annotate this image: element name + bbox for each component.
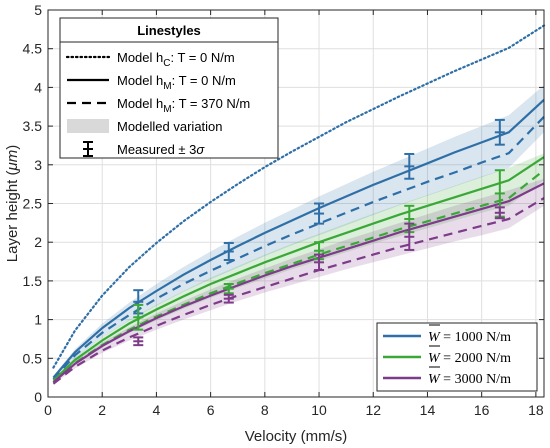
legend-band-sample xyxy=(67,119,109,133)
axis-ticks: 0 2 4 6 8 10 12 14 16 18 0 0.5 1 1.5 2 2.5 3 3.5 4 4.5 5 xyxy=(23,2,544,418)
y-tick-label: 1 xyxy=(34,312,42,328)
y-tick-label: 2 xyxy=(34,234,42,250)
x-tick-label: 4 xyxy=(153,402,161,418)
load-legend-label: W = 3000 N/m xyxy=(428,372,511,387)
load-symbol: W xyxy=(428,351,441,366)
load-legend-label: W = 2000 N/m xyxy=(428,351,511,366)
legend-label-subscript: C xyxy=(163,58,170,69)
linestyle-legend-label: Measured ± 3σ xyxy=(117,142,205,157)
y-tick-label: 3 xyxy=(34,157,42,173)
x-tick-label: 12 xyxy=(365,402,381,418)
load-value: = 3000 N/m xyxy=(440,372,511,387)
legend-label-base: Model h xyxy=(117,96,163,111)
legend-label-rest: : T = 0 N/m xyxy=(172,73,236,88)
model-dashed-line-2 xyxy=(52,169,545,384)
legend-label-rest: σ xyxy=(196,142,205,157)
y-tick-label: 4.5 xyxy=(23,41,43,57)
x-tick-label: 2 xyxy=(98,402,106,418)
model-dashed-line-1 xyxy=(52,116,545,380)
x-tick-label: 10 xyxy=(311,402,327,418)
legend-label-base: Model h xyxy=(117,50,163,65)
legend-label-rest: : T = 0 N/m xyxy=(170,50,234,65)
linestyle-legend-label: Model hC: T = 0 N/m xyxy=(117,50,235,69)
y-axis-label-close: ) xyxy=(4,145,21,150)
x-tick-label: 14 xyxy=(420,402,436,418)
y-tick-label: 0 xyxy=(34,389,42,405)
linestyle-legend-label: Model hM: T = 0 N/m xyxy=(117,73,236,92)
y-tick-label: 5 xyxy=(34,2,42,18)
linestyle-legend-label: Modelled variation xyxy=(117,119,223,134)
legend-label-rest: : T = 370 N/m xyxy=(172,96,251,111)
legend-label-base: Modelled variation xyxy=(117,119,223,134)
load-value: = 2000 N/m xyxy=(440,351,511,366)
x-tick-label: 16 xyxy=(474,402,490,418)
legend-label-subscript: M xyxy=(163,81,171,92)
model-solid-line-1 xyxy=(52,98,545,379)
model-hc-dotted-line xyxy=(52,24,546,369)
measured-errorbars xyxy=(133,118,505,347)
x-tick-label: 18 xyxy=(528,402,544,418)
x-tick-label: 0 xyxy=(44,402,52,418)
model-dashed-line-3 xyxy=(52,197,545,385)
load-legend-label: W = 1000 N/m xyxy=(428,330,511,345)
model-solid-line-3 xyxy=(52,182,545,384)
variation-band-3 xyxy=(53,178,545,385)
load-legend: W = 1000 N/mW = 2000 N/mW = 3000 N/m xyxy=(376,322,538,392)
linestyle-legend-label: Model hM: T = 370 N/m xyxy=(117,96,250,115)
load-symbol: W xyxy=(428,330,441,345)
x-tick-label: 8 xyxy=(261,402,269,418)
model-lines xyxy=(52,24,546,385)
x-axis-label: Velocity (mm/s) xyxy=(245,428,348,445)
load-value: = 1000 N/m xyxy=(440,330,511,345)
y-tick-label: 3.5 xyxy=(23,118,43,134)
y-tick-label: 0.5 xyxy=(23,350,43,366)
linestyle-legend-title: Linestyles xyxy=(137,23,201,38)
variation-band-2 xyxy=(53,153,545,384)
legend-label-subscript: M xyxy=(163,104,171,115)
y-tick-label: 4 xyxy=(34,79,42,95)
y-tick-label: 2.5 xyxy=(23,196,43,212)
linestyle-legend-box xyxy=(59,17,279,159)
y-axis-label-text: Layer height ( xyxy=(4,170,21,262)
legend-label-base: Measured ± 3 xyxy=(117,142,196,157)
x-tick-label: 6 xyxy=(207,402,215,418)
model-solid-line-2 xyxy=(52,156,545,382)
y-tick-label: 1.5 xyxy=(23,273,43,289)
load-symbol: W xyxy=(428,372,441,387)
y-axis-label-unit: μm xyxy=(4,150,21,172)
legend-label-base: Model h xyxy=(117,73,163,88)
y-axis-label: Layer height (μm) xyxy=(4,145,21,262)
